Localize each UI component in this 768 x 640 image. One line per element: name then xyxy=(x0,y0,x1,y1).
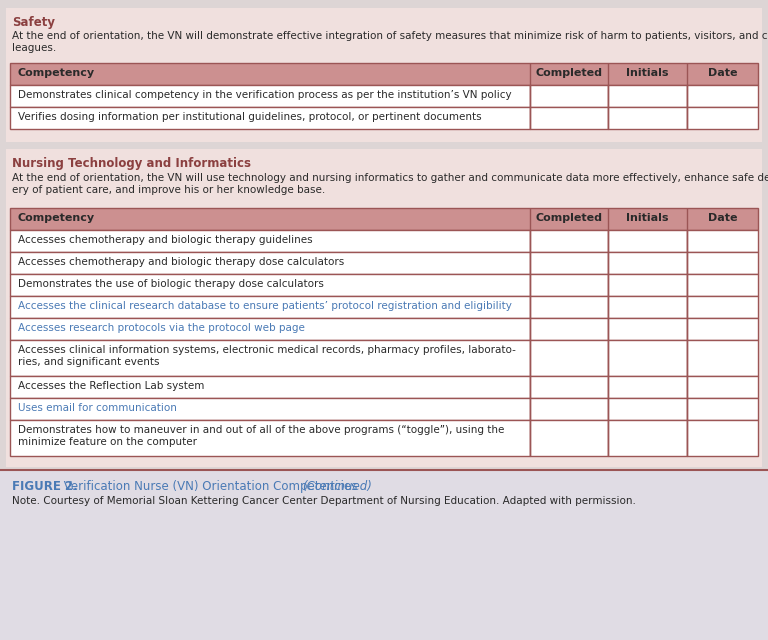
Bar xyxy=(10,318,530,340)
Bar xyxy=(608,420,687,456)
Bar xyxy=(687,274,758,296)
Bar xyxy=(608,376,687,398)
Bar xyxy=(10,376,530,398)
Bar xyxy=(687,252,758,274)
Bar xyxy=(530,340,608,376)
Bar xyxy=(530,274,608,296)
Bar xyxy=(530,398,608,420)
Bar xyxy=(530,107,608,129)
Text: Verifies dosing information per institutional guidelines, protocol, or pertinent: Verifies dosing information per institut… xyxy=(18,112,482,122)
Bar xyxy=(608,340,687,376)
Bar xyxy=(687,296,758,318)
Bar xyxy=(687,85,758,107)
Bar xyxy=(6,8,762,142)
Bar xyxy=(10,398,530,420)
Bar xyxy=(530,318,608,340)
Bar xyxy=(608,230,687,252)
Bar xyxy=(687,420,758,456)
Text: Nursing Technology and Informatics: Nursing Technology and Informatics xyxy=(12,157,251,170)
Bar xyxy=(10,340,530,376)
Text: At the end of orientation, the VN will demonstrate effective integration of safe: At the end of orientation, the VN will d… xyxy=(12,31,768,53)
Bar xyxy=(10,420,530,456)
Text: Accesses the clinical research database to ensure patients’ protocol registratio: Accesses the clinical research database … xyxy=(18,301,512,311)
Bar xyxy=(687,230,758,252)
Bar xyxy=(10,63,758,85)
Text: Competency: Competency xyxy=(18,68,95,78)
Text: Initials: Initials xyxy=(627,213,669,223)
Bar xyxy=(10,296,530,318)
Bar xyxy=(10,230,530,252)
Text: Initials: Initials xyxy=(627,68,669,78)
Text: Demonstrates clinical competency in the verification process as per the institut: Demonstrates clinical competency in the … xyxy=(18,90,511,100)
Text: Demonstrates the use of biologic therapy dose calculators: Demonstrates the use of biologic therapy… xyxy=(18,279,324,289)
Text: Accesses chemotherapy and biologic therapy guidelines: Accesses chemotherapy and biologic thera… xyxy=(18,235,313,245)
Bar xyxy=(6,149,762,467)
Bar xyxy=(608,85,687,107)
Text: Accesses chemotherapy and biologic therapy dose calculators: Accesses chemotherapy and biologic thera… xyxy=(18,257,344,267)
Text: At the end of orientation, the VN will use technology and nursing informatics to: At the end of orientation, the VN will u… xyxy=(12,173,768,195)
Bar xyxy=(0,470,768,640)
Bar xyxy=(10,107,530,129)
Bar xyxy=(10,252,530,274)
Bar xyxy=(530,376,608,398)
Text: Accesses clinical information systems, electronic medical records, pharmacy prof: Accesses clinical information systems, e… xyxy=(18,345,516,367)
Bar xyxy=(608,107,687,129)
Text: (Continued): (Continued) xyxy=(302,480,372,493)
Text: Date: Date xyxy=(708,68,737,78)
Bar xyxy=(687,376,758,398)
Bar xyxy=(687,107,758,129)
Text: Demonstrates how to maneuver in and out of all of the above programs (“toggle”),: Demonstrates how to maneuver in and out … xyxy=(18,425,505,447)
Text: Accesses research protocols via the protocol web page: Accesses research protocols via the prot… xyxy=(18,323,305,333)
Bar xyxy=(530,296,608,318)
Bar xyxy=(530,420,608,456)
Bar xyxy=(608,296,687,318)
Text: Date: Date xyxy=(708,213,737,223)
Bar xyxy=(530,252,608,274)
Text: Accesses the Reflection Lab system: Accesses the Reflection Lab system xyxy=(18,381,204,391)
Text: Note. Courtesy of Memorial Sloan Kettering Cancer Center Department of Nursing E: Note. Courtesy of Memorial Sloan Ketteri… xyxy=(12,496,636,506)
Bar xyxy=(608,398,687,420)
Text: Competency: Competency xyxy=(18,213,95,223)
Bar xyxy=(608,274,687,296)
Bar xyxy=(530,230,608,252)
Text: Completed: Completed xyxy=(535,68,603,78)
Text: Uses email for communication: Uses email for communication xyxy=(18,403,177,413)
Bar xyxy=(10,208,758,230)
Bar xyxy=(608,252,687,274)
Bar xyxy=(608,318,687,340)
Text: Safety: Safety xyxy=(12,16,55,29)
Bar xyxy=(10,85,530,107)
Text: Verification Nurse (VN) Orientation Competencies: Verification Nurse (VN) Orientation Comp… xyxy=(60,480,361,493)
Bar xyxy=(530,85,608,107)
Text: Completed: Completed xyxy=(535,213,603,223)
Bar xyxy=(687,318,758,340)
Bar xyxy=(10,274,530,296)
Text: FIGURE 2.: FIGURE 2. xyxy=(12,480,78,493)
Bar xyxy=(687,398,758,420)
Bar xyxy=(687,340,758,376)
